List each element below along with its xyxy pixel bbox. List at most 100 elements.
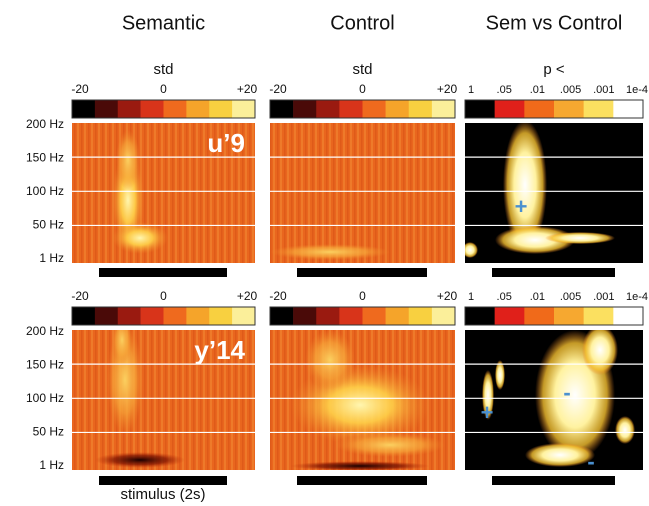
colorbar-cell (495, 100, 525, 118)
significance-blob (582, 325, 618, 375)
colorbar-tick: -20 (71, 289, 89, 303)
y-label: 150 Hz (26, 358, 64, 372)
colorbar-cell (613, 100, 643, 118)
colorbar-cell (316, 100, 339, 118)
colorbar-cell (232, 100, 255, 118)
stimulus-bar (297, 476, 427, 485)
colorbar-tick: 1e-4 (626, 291, 648, 303)
colorbar-cell (524, 100, 554, 118)
y-label: 150 Hz (26, 151, 64, 165)
colorbar-tick: .005 (560, 84, 581, 96)
colorbar-tick: 1 (468, 291, 474, 303)
activity-blob (270, 244, 390, 260)
colorbar-cell (141, 100, 164, 118)
colorbar-cell (141, 307, 164, 325)
colorbar-cell (164, 100, 187, 118)
colorbar-tick: .001 (593, 291, 614, 303)
y-label: 100 Hz (26, 184, 64, 198)
y-label: 50 Hz (33, 425, 64, 439)
colorbar-cell (554, 307, 584, 325)
colorbar-tick: +20 (237, 82, 258, 96)
colorbar-cell (164, 307, 187, 325)
stimulus-bar (297, 268, 427, 277)
activity-blob (335, 433, 445, 457)
colorbar-cell (465, 100, 495, 118)
colorbar-cell (118, 307, 141, 325)
colorbar-tick: -20 (269, 82, 287, 96)
stimulus-label: stimulus (2s) (120, 486, 205, 503)
colorbar-tick: -20 (269, 289, 287, 303)
y-label: 100 Hz (26, 391, 64, 405)
colorbar-tick: 0 (359, 289, 366, 303)
significance-mark: + (481, 400, 494, 425)
colorbar-tick: 0 (160, 82, 167, 96)
colorbar-cell (524, 307, 554, 325)
colorbar-cell (316, 307, 339, 325)
colorbar-cell (209, 307, 232, 325)
significance-mark: - (587, 449, 594, 474)
colorbar-cell (495, 307, 525, 325)
colorbar-cell (186, 100, 209, 118)
stimulus-bar (99, 268, 227, 277)
spectrogram (270, 330, 455, 471)
significance-blob (525, 443, 595, 467)
colorbar-cell (363, 100, 386, 118)
column-title: Semantic (122, 12, 205, 34)
colorbar-tick: +20 (437, 289, 458, 303)
activity-blob (112, 222, 168, 254)
colorbar-cell (95, 307, 118, 325)
colorbar-tick: .001 (593, 84, 614, 96)
colorbar-tick: 1 (468, 84, 474, 96)
significance-mark: - (563, 380, 570, 405)
column-title: Control (330, 12, 394, 34)
colorbar-cell (432, 307, 455, 325)
colorbar-cell (270, 307, 293, 325)
figure: SemanticControlSem vs Controlstdstdp <-2… (0, 0, 649, 506)
colorbar-tick: .01 (530, 291, 545, 303)
colorbar-tick: 0 (160, 289, 167, 303)
spectrogram (465, 325, 643, 470)
activity-blob (290, 461, 430, 471)
colorbar-tick: +20 (437, 82, 458, 96)
y-label: 50 Hz (33, 218, 64, 232)
significance-mark: + (515, 194, 528, 219)
colorbar-cell (270, 100, 293, 118)
colorbar-cell (186, 307, 209, 325)
colorbar-tick: 1e-4 (626, 84, 648, 96)
colorbar-tick: .01 (530, 84, 545, 96)
colorbar-title: std (153, 61, 173, 78)
colorbar-tick: .05 (497, 84, 512, 96)
colorbar-cell (209, 100, 232, 118)
stimulus-bar (492, 476, 615, 485)
colorbar-title: std (352, 61, 372, 78)
colorbar-cell (409, 100, 432, 118)
colorbar-tick: .005 (560, 291, 581, 303)
y-label: 200 Hz (26, 117, 64, 131)
colorbar-cell (613, 307, 643, 325)
activity-blob (116, 130, 140, 190)
stimulus-bar (99, 476, 227, 485)
panel-texture (270, 123, 455, 263)
colorbar-cell (465, 307, 495, 325)
row-label: u’9 (207, 128, 245, 158)
colorbar-cell (432, 100, 455, 118)
y-label: 200 Hz (26, 324, 64, 338)
significance-blob (545, 232, 615, 244)
row-label: y’14 (194, 335, 245, 365)
colorbar-cell (339, 307, 362, 325)
colorbar-tick: 0 (359, 82, 366, 96)
colorbar-cell (339, 100, 362, 118)
colorbar-cell (118, 100, 141, 118)
colorbar-cell (293, 100, 316, 118)
colorbar-cell (584, 307, 614, 325)
colorbar-tick: .05 (497, 291, 512, 303)
colorbar-tick: +20 (237, 289, 258, 303)
stimulus-bar (492, 268, 615, 277)
colorbar-cell (386, 307, 409, 325)
activity-blob (95, 452, 185, 468)
column-title: Sem vs Control (486, 12, 623, 34)
colorbar-cell (293, 307, 316, 325)
colorbar-title: p < (543, 61, 565, 78)
y-label: 1 Hz (39, 251, 64, 265)
colorbar-cell (409, 307, 432, 325)
